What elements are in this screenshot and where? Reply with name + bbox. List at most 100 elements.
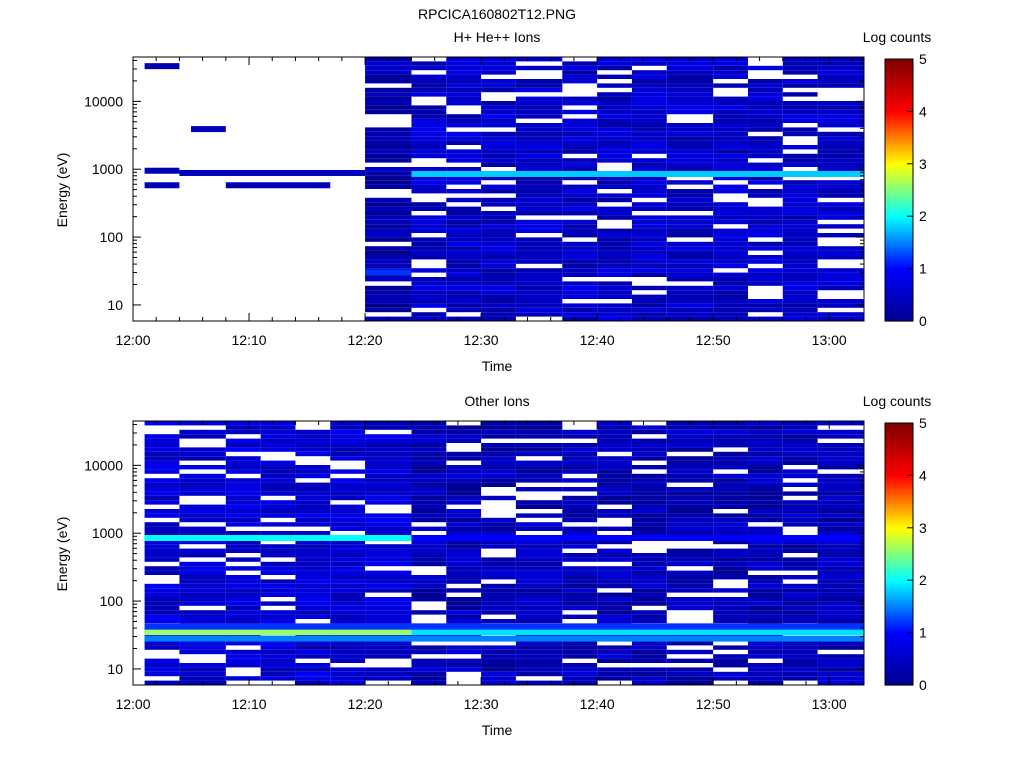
heatmap-cell xyxy=(295,561,331,567)
heatmap-cell xyxy=(782,272,818,277)
colorbar-segment xyxy=(885,665,913,669)
heatmap-cell xyxy=(666,101,714,106)
heatmap-cell xyxy=(713,109,748,115)
heatmap-cell xyxy=(179,645,226,650)
heatmap-cell xyxy=(713,671,748,677)
heatmap-cell xyxy=(515,544,563,549)
heatmap-cell xyxy=(817,566,864,571)
heatmap-cell xyxy=(597,180,632,185)
heatmap-cell xyxy=(562,517,598,523)
heatmap-cell xyxy=(411,92,447,97)
heatmap-cell xyxy=(260,658,296,663)
heatmap-cell xyxy=(817,443,864,448)
colorbar-segment xyxy=(885,615,913,618)
heatmap-cell xyxy=(713,277,748,282)
heatmap-cell xyxy=(597,272,632,277)
heatmap-cell xyxy=(515,237,563,242)
colorbar-segment xyxy=(885,242,913,246)
heatmap-cell xyxy=(515,641,563,646)
heatmap-cell xyxy=(481,118,516,123)
colorbar-segment xyxy=(885,558,913,562)
heatmap-cell xyxy=(631,641,667,646)
heatmap-cell xyxy=(260,425,296,430)
heatmap-cell xyxy=(515,447,563,452)
heatmap-cell xyxy=(817,114,864,119)
heatmap-cell xyxy=(446,285,482,291)
heatmap-cell xyxy=(446,307,482,313)
heatmap-cell xyxy=(411,127,447,132)
heatmap-cell xyxy=(144,663,180,668)
heatmap-cell xyxy=(631,561,667,567)
heatmap-cell xyxy=(631,429,667,435)
heatmap-cell xyxy=(179,592,226,597)
heatmap-cell xyxy=(515,614,563,619)
heatmap-cell xyxy=(782,65,818,71)
heatmap-cell xyxy=(515,504,563,509)
heatmap-cell xyxy=(713,434,748,439)
heatmap-cell xyxy=(597,109,632,115)
heatmap-cell xyxy=(260,509,296,514)
heatmap-cell xyxy=(666,671,714,677)
heatmap-cell xyxy=(365,557,412,562)
heatmap-cell xyxy=(782,561,818,567)
heatmap-cell xyxy=(713,184,748,189)
colorbar-segment xyxy=(885,310,913,313)
heatmap-cell xyxy=(144,531,180,536)
heatmap-cell xyxy=(295,482,331,487)
heatmap-cell xyxy=(597,500,632,505)
heatmap-cell xyxy=(817,285,864,291)
heatmap-cell xyxy=(713,425,748,430)
heatmap-cell xyxy=(179,473,226,479)
heatmap-cell xyxy=(782,312,818,317)
heatmap-cell xyxy=(481,114,516,119)
colorbar-segment xyxy=(885,198,913,202)
heatmap-cell xyxy=(365,96,412,101)
heatmap-cell xyxy=(666,487,714,492)
heatmap-cell xyxy=(817,57,864,62)
heatmap-cell xyxy=(782,429,818,435)
heatmap-cell xyxy=(365,671,412,677)
heatmap-cell xyxy=(330,597,366,602)
heatmap-cell xyxy=(144,614,180,619)
heatmap-cell xyxy=(631,619,667,624)
heatmap-cell xyxy=(144,465,180,470)
heatmap-cell xyxy=(365,605,412,611)
heatmap-cell xyxy=(330,592,366,597)
heatmap-cell xyxy=(260,469,296,474)
heatmap-cell xyxy=(782,118,818,123)
heatmap-cell xyxy=(179,579,226,584)
heatmap-cell xyxy=(747,553,783,558)
heatmap-cell xyxy=(597,592,632,597)
heatmap-cell xyxy=(597,658,632,663)
x-tick-label: 13:00 xyxy=(812,332,847,348)
colorbar-segment xyxy=(885,514,913,518)
heatmap-cell xyxy=(747,671,783,677)
heatmap-cell xyxy=(515,277,563,282)
colorbar-segment xyxy=(885,630,913,634)
colorbar-segment xyxy=(885,488,913,492)
heatmap-cell xyxy=(446,175,482,181)
heatmap-cell xyxy=(225,429,261,435)
heatmap-cell xyxy=(713,241,748,247)
heatmap-cell xyxy=(562,285,598,291)
colorbar-segment xyxy=(885,255,913,259)
heatmap-cell xyxy=(515,149,563,154)
heatmap-cell xyxy=(631,263,667,269)
heatmap-cell xyxy=(365,219,412,225)
heatmap-cell xyxy=(515,105,563,110)
heatmap-cell xyxy=(597,268,632,273)
heatmap-cell xyxy=(562,193,598,198)
heatmap-cell xyxy=(481,307,516,313)
heatmap-cell xyxy=(515,180,563,185)
heatmap-cell xyxy=(713,429,748,435)
heatmap-cell xyxy=(515,65,563,71)
heatmap-cell xyxy=(597,175,632,181)
heatmap-cell xyxy=(562,145,598,150)
heatmap-cell xyxy=(225,469,261,474)
heatmap-cell xyxy=(515,561,563,567)
heatmap-cell xyxy=(295,645,331,650)
colorbar-segment xyxy=(885,519,913,522)
heatmap-cell xyxy=(295,614,331,619)
colorbar-segment xyxy=(885,233,913,237)
heatmap-cell xyxy=(515,645,563,650)
